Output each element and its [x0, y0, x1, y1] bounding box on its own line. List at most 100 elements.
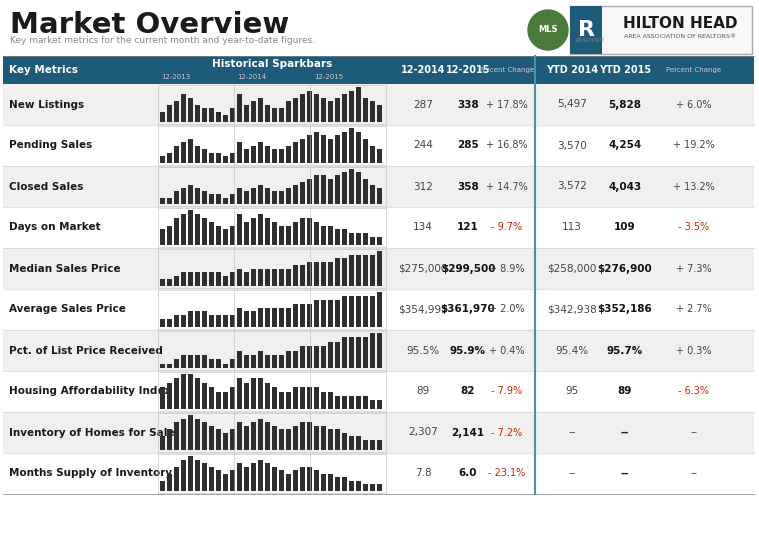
Bar	[258, 214, 263, 245]
Bar	[181, 142, 186, 163]
Bar	[202, 108, 207, 122]
Bar	[279, 355, 284, 368]
Bar	[230, 470, 235, 491]
Bar	[216, 470, 221, 491]
Bar	[202, 272, 207, 286]
Bar	[349, 254, 354, 286]
Bar	[216, 152, 221, 163]
Bar	[223, 156, 228, 163]
Bar	[195, 105, 200, 122]
Bar	[202, 311, 207, 327]
Text: Closed Sales: Closed Sales	[9, 181, 83, 191]
Bar	[377, 105, 382, 122]
Text: 95.5%: 95.5%	[406, 345, 439, 356]
Bar	[230, 152, 235, 163]
Circle shape	[528, 10, 568, 50]
Bar	[286, 101, 291, 122]
Bar	[370, 254, 375, 286]
Text: 95.4%: 95.4%	[556, 345, 588, 356]
Bar	[293, 351, 298, 368]
Bar	[272, 222, 277, 245]
Bar	[188, 272, 193, 286]
Text: + 16.8%: + 16.8%	[487, 140, 528, 151]
Bar	[286, 146, 291, 163]
Bar	[335, 98, 340, 122]
Text: - 3.5%: - 3.5%	[679, 222, 710, 232]
Bar	[370, 400, 375, 409]
Bar	[370, 146, 375, 163]
Bar	[265, 105, 270, 122]
Text: YTD 2015: YTD 2015	[599, 65, 651, 75]
Bar	[167, 429, 172, 450]
Text: 12-2015: 12-2015	[446, 65, 490, 75]
Bar	[223, 391, 228, 409]
Bar	[223, 230, 228, 245]
Bar	[244, 383, 249, 409]
Bar	[181, 355, 186, 368]
Bar	[258, 460, 263, 491]
Bar	[237, 307, 242, 327]
Bar	[202, 355, 207, 368]
Text: 287: 287	[413, 100, 433, 110]
Bar	[307, 218, 312, 245]
Bar	[174, 378, 179, 409]
Bar	[265, 422, 270, 450]
Bar	[209, 152, 214, 163]
Bar	[279, 191, 284, 204]
Bar	[307, 261, 312, 286]
Bar	[356, 296, 361, 327]
Bar	[3, 453, 754, 494]
Bar	[356, 87, 361, 122]
Bar	[293, 222, 298, 245]
Bar	[307, 422, 312, 450]
Bar	[328, 101, 333, 122]
Bar	[363, 179, 368, 204]
Bar	[335, 342, 340, 368]
Text: + 0.4%: + 0.4%	[490, 345, 524, 356]
Bar	[265, 188, 270, 204]
Bar	[321, 261, 326, 286]
Text: 7.8: 7.8	[414, 469, 431, 478]
Bar	[3, 248, 754, 289]
Bar	[3, 84, 754, 125]
Bar	[272, 191, 277, 204]
Bar	[363, 439, 368, 450]
Bar	[349, 296, 354, 327]
Bar	[181, 214, 186, 245]
Bar	[349, 481, 354, 491]
Bar	[286, 307, 291, 327]
Bar	[321, 135, 326, 163]
Bar	[216, 359, 221, 368]
Bar	[363, 254, 368, 286]
Bar	[188, 374, 193, 409]
Text: 12-2013: 12-2013	[161, 74, 191, 80]
Text: 95.9%: 95.9%	[450, 345, 486, 356]
Text: 312: 312	[413, 181, 433, 191]
Bar	[230, 429, 235, 450]
Text: Days on Market: Days on Market	[9, 222, 101, 232]
Bar	[279, 149, 284, 163]
Bar	[230, 315, 235, 327]
Bar	[251, 463, 256, 491]
Bar	[158, 167, 386, 206]
Text: MLS: MLS	[538, 26, 558, 35]
Bar	[244, 105, 249, 122]
Text: + 17.8%: + 17.8%	[486, 100, 528, 110]
Bar	[202, 191, 207, 204]
Text: Percent Change: Percent Change	[666, 67, 722, 73]
Bar	[363, 98, 368, 122]
Bar	[174, 191, 179, 204]
Text: 338: 338	[457, 100, 479, 110]
Bar	[335, 175, 340, 204]
Bar	[300, 139, 305, 163]
Bar	[251, 101, 256, 122]
Bar	[160, 230, 165, 245]
Bar	[286, 391, 291, 409]
Bar	[251, 146, 256, 163]
Bar	[188, 185, 193, 204]
Bar	[363, 484, 368, 491]
Bar	[370, 484, 375, 491]
Bar	[328, 300, 333, 327]
Bar	[328, 139, 333, 163]
Bar	[314, 300, 319, 327]
